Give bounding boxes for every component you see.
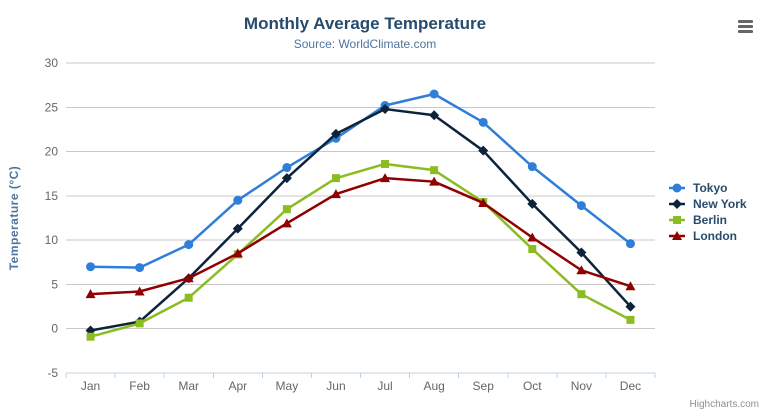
x-axis-label: Aug (423, 379, 444, 393)
x-axis-label: Oct (523, 379, 542, 393)
chart-title: Monthly Average Temperature (243, 14, 487, 33)
y-axis-label: 20 (45, 145, 59, 159)
data-point-london[interactable] (232, 248, 243, 258)
y-axis-label: 25 (45, 100, 59, 114)
legend-label: London (693, 229, 737, 243)
data-point-london[interactable] (527, 232, 538, 242)
x-axis-label: Apr (228, 379, 247, 393)
x-axis-label: Jan (81, 379, 100, 393)
y-axis-label: 0 (51, 322, 58, 336)
highcharts-credit[interactable]: Highcharts.com (689, 399, 759, 410)
legend-item-london[interactable]: London (668, 228, 747, 244)
legend: Tokyo New York Berlin London (668, 180, 747, 244)
legend-label: New York (693, 197, 747, 211)
data-point-tokyo[interactable] (282, 163, 292, 173)
y-axis-label: 10 (45, 233, 59, 247)
y-axis-label: -5 (47, 366, 58, 380)
circle-marker-icon (669, 183, 685, 193)
data-point-london[interactable] (134, 286, 145, 296)
data-point-tokyo[interactable] (86, 262, 96, 272)
data-point-new-york[interactable] (625, 301, 636, 312)
x-axis-label: Jul (377, 379, 392, 393)
series-line-tokyo[interactable] (90, 92, 632, 269)
x-axis-label: Jun (326, 379, 345, 393)
data-point-berlin[interactable] (528, 245, 537, 253)
x-axis-label: Sep (473, 379, 495, 393)
data-point-tokyo[interactable] (478, 117, 488, 127)
data-point-tokyo[interactable] (625, 239, 635, 249)
data-point-new-york[interactable] (576, 247, 587, 258)
legend-item-new-york[interactable]: New York (668, 196, 747, 212)
series-line-berlin[interactable] (90, 162, 632, 338)
data-point-london[interactable] (576, 265, 587, 275)
x-axis-label: Mar (178, 379, 199, 393)
data-point-london[interactable] (478, 197, 489, 207)
data-point-new-york[interactable] (380, 104, 391, 115)
data-point-new-york[interactable] (281, 173, 292, 184)
data-point-london[interactable] (281, 218, 292, 228)
series-line-london[interactable] (90, 176, 631, 296)
data-point-berlin[interactable] (577, 290, 586, 299)
y-axis-title: Temperature (°C) (7, 165, 21, 271)
data-point-tokyo[interactable] (184, 240, 194, 250)
data-point-london[interactable] (85, 289, 96, 299)
data-point-berlin[interactable] (86, 332, 95, 341)
data-point-tokyo[interactable] (135, 263, 145, 273)
hamburger-menu-icon (737, 19, 753, 23)
data-point-london[interactable] (380, 173, 391, 183)
y-axis-label: 15 (45, 189, 59, 203)
data-point-new-york[interactable] (527, 198, 538, 209)
data-point-berlin[interactable] (430, 166, 439, 175)
data-point-new-york[interactable] (429, 110, 440, 121)
data-point-berlin[interactable] (626, 315, 635, 324)
data-point-tokyo[interactable] (576, 201, 586, 211)
y-axis-label: 5 (51, 277, 58, 291)
x-axis-label: Dec (620, 379, 641, 393)
legend-item-berlin[interactable]: Berlin (668, 212, 747, 228)
legend-item-tokyo[interactable]: Tokyo (668, 180, 747, 196)
data-point-tokyo[interactable] (233, 195, 243, 205)
chart-subtitle: Source: WorldClimate.com (293, 37, 437, 51)
data-point-berlin[interactable] (381, 159, 390, 168)
export-menu-button[interactable] (733, 15, 757, 37)
data-point-berlin[interactable] (135, 319, 144, 328)
diamond-marker-icon (669, 199, 685, 209)
data-point-tokyo[interactable] (527, 162, 537, 172)
x-axis-label: May (276, 379, 299, 393)
x-axis-label: Feb (129, 379, 150, 393)
triangle-marker-icon (669, 231, 685, 240)
data-point-berlin[interactable] (331, 174, 340, 183)
data-point-new-york[interactable] (330, 128, 341, 139)
x-axis-label: Nov (571, 379, 592, 393)
legend-label: Berlin (693, 213, 728, 227)
data-point-tokyo[interactable] (429, 89, 439, 99)
data-point-berlin[interactable] (184, 293, 193, 302)
data-point-london[interactable] (183, 273, 194, 283)
series-line-new-york[interactable] (90, 107, 632, 332)
y-axis-label: 30 (45, 56, 59, 70)
data-point-new-york[interactable] (232, 223, 243, 234)
legend-label: Tokyo (693, 181, 728, 195)
data-point-london[interactable] (330, 189, 341, 199)
data-point-london[interactable] (625, 281, 636, 291)
square-marker-icon (669, 216, 685, 224)
data-point-new-york[interactable] (478, 145, 489, 156)
data-point-berlin[interactable] (282, 205, 291, 214)
data-point-london[interactable] (429, 176, 440, 186)
